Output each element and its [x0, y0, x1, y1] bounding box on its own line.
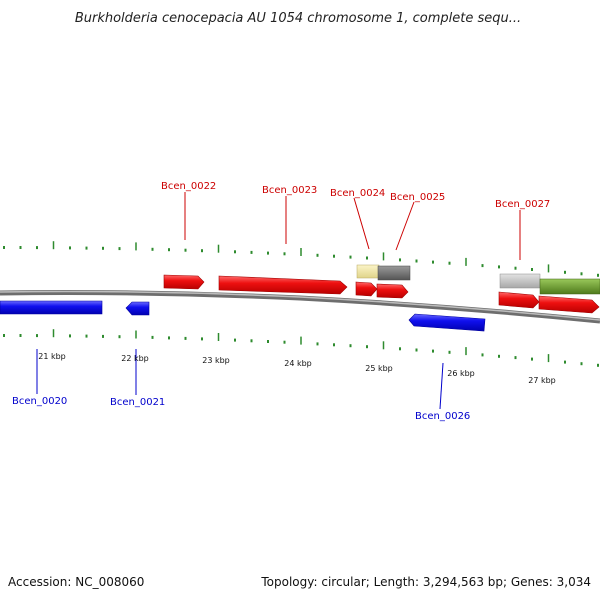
gene-bcen-0025[interactable] [376, 283, 409, 299]
gene-label-bcen-0021[interactable]: Bcen_0021 [110, 397, 165, 408]
leader-line [439, 362, 444, 410]
gene-label-bcen-0023[interactable]: Bcen_0023 [262, 185, 317, 196]
genome-summary-text: Topology: circular; Length: 3,294,563 bp… [260, 575, 591, 589]
gene-bcen-0026[interactable] [408, 313, 486, 332]
forward-strand-genes [163, 274, 600, 314]
gene-label-bcen-0022[interactable]: Bcen_0022 [161, 181, 216, 192]
gene-label-bcen-0024[interactable]: Bcen_0024 [330, 188, 385, 199]
kbp-tick-labels: 21 kbp 22 kbp 23 kbp 24 kbp 25 kbp 26 kb… [38, 352, 556, 385]
gene-bcen-0023[interactable] [218, 275, 348, 295]
feature-light-gray[interactable] [499, 273, 541, 289]
gene-bcen-0024[interactable] [355, 281, 378, 297]
sequence-backbone [0, 290, 600, 324]
sequence-backbone-highlight [0, 290, 600, 321]
leader-line [395, 201, 415, 251]
gene-label-bcen-0027[interactable]: Bcen_0027 [495, 199, 550, 210]
feature-green[interactable] [539, 278, 600, 295]
tick-label-22kbp: 22 kbp [121, 354, 149, 363]
feature-dark-gray[interactable] [377, 265, 411, 281]
tick-label-24kbp: 24 kbp [284, 359, 312, 368]
tick-label-26kbp: 26 kbp [447, 369, 475, 378]
map-title: Burkholderia cenocepacia AU 1054 chromos… [75, 11, 521, 26]
tick-label-21kbp: 21 kbp [38, 352, 66, 361]
lower-tick-ruler [3, 329, 599, 367]
gene-bcen-0022[interactable] [163, 274, 205, 290]
tick-label-25kbp: 25 kbp [365, 364, 393, 373]
upper-tick-ruler [3, 241, 599, 277]
tick-label-23kbp: 23 kbp [202, 356, 230, 365]
gene-label-bcen-0025[interactable]: Bcen_0025 [390, 192, 445, 203]
reverse-gene-labels: Bcen_0020 Bcen_0021 Bcen_0026 [12, 349, 470, 422]
gene-label-bcen-0026[interactable]: Bcen_0026 [415, 411, 470, 422]
other-features [356, 264, 600, 295]
gene-label-bcen-0020[interactable]: Bcen_0020 [12, 396, 67, 407]
accession-text: Accession: NC_008060 [8, 575, 144, 589]
gene-bcen-0027-b[interactable] [538, 295, 600, 314]
gene-bcen-0027-a[interactable] [498, 291, 540, 309]
gene-bcen-0021[interactable] [125, 301, 150, 316]
tick-label-27kbp: 27 kbp [528, 376, 556, 385]
reverse-strand-genes [0, 300, 486, 332]
feature-pale-yellow[interactable] [356, 264, 380, 279]
leader-line [353, 197, 370, 250]
gene-bcen-0020[interactable] [0, 300, 103, 315]
forward-gene-labels: Bcen_0022 Bcen_0023 Bcen_0024 Bcen_0025 … [161, 181, 550, 260]
